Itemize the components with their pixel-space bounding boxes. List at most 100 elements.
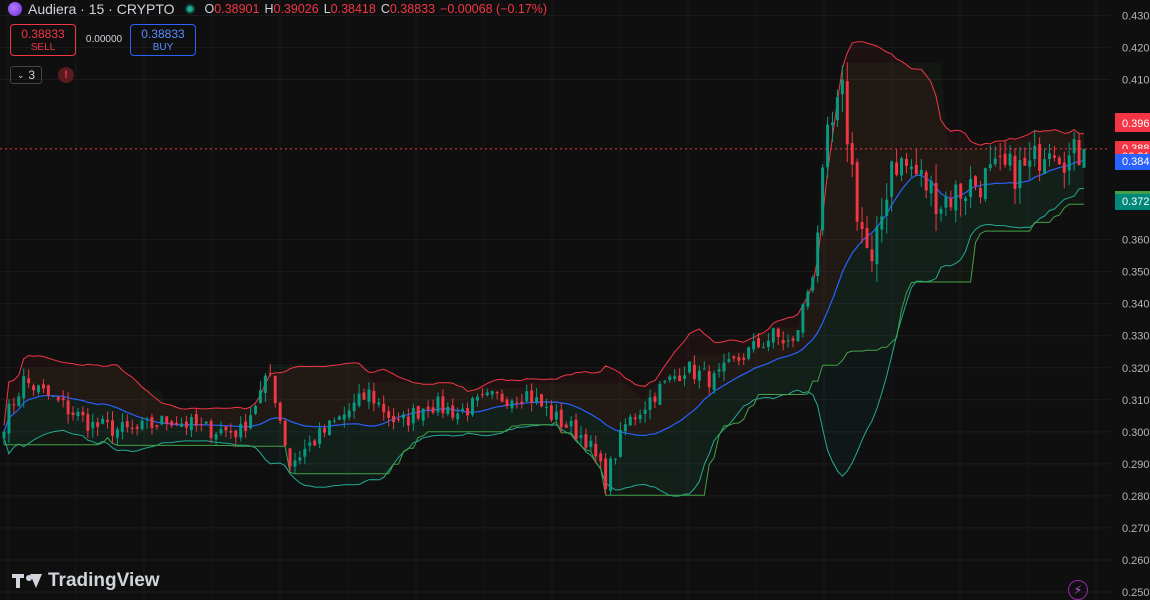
price-tag: 0.396 — [1115, 116, 1150, 133]
candle-body — [904, 158, 908, 166]
candle-body — [1013, 155, 1017, 189]
sell-button[interactable]: 0.38833 SELL — [10, 24, 76, 56]
candle-body — [91, 421, 95, 429]
candle-body — [86, 414, 90, 431]
candle-body — [120, 422, 124, 432]
candle-body — [209, 421, 213, 438]
candle-body — [589, 440, 593, 447]
candle-body — [101, 418, 105, 424]
y-tick-label: 0.270 — [1122, 523, 1150, 535]
lightning-icon[interactable]: ⚡ — [1068, 580, 1088, 600]
candle-body — [1003, 153, 1007, 165]
candle-body — [722, 362, 726, 372]
candle-body — [658, 383, 662, 405]
candle-body — [791, 338, 795, 341]
candle-body — [895, 162, 899, 175]
candle-body — [229, 431, 233, 433]
candle-body — [974, 176, 977, 186]
candle-body — [125, 421, 129, 428]
candle-body — [909, 166, 913, 170]
candle-body — [56, 396, 60, 401]
candle-body — [318, 428, 322, 445]
candle-body — [850, 143, 854, 165]
candle-body — [332, 420, 336, 422]
candle-body — [61, 397, 65, 401]
candle-body — [155, 425, 159, 427]
candle-body — [678, 375, 682, 382]
candle-body — [969, 179, 973, 197]
candle-body — [397, 419, 400, 421]
candle-body — [885, 199, 889, 216]
candle-body — [1072, 139, 1076, 154]
candle-body — [673, 376, 677, 379]
chevron-down-icon: ⌄ — [16, 69, 25, 80]
buy-button[interactable]: 0.38833 BUY — [130, 24, 196, 56]
sell-label: SELL — [30, 42, 56, 53]
candle-body — [431, 407, 435, 413]
candle-body — [993, 158, 997, 165]
candle-body — [638, 414, 642, 420]
candle-body — [283, 420, 287, 446]
candle-body — [27, 378, 31, 384]
grid-lines — [0, 0, 1110, 600]
candle-body — [145, 419, 149, 421]
candle-body — [2, 431, 6, 439]
candle-body — [352, 402, 356, 411]
candle-body — [1028, 160, 1032, 167]
candle-body — [535, 397, 539, 403]
candle-body — [387, 411, 391, 418]
y-tick-label: 0.330 — [1122, 331, 1150, 343]
candle-body — [12, 404, 16, 406]
candle-body — [870, 249, 874, 262]
price-change: −0.00068 (−0.17%) — [440, 2, 548, 16]
candle-body — [525, 391, 529, 402]
candle-body — [81, 411, 85, 416]
candle-body — [623, 424, 627, 432]
candle-body — [456, 413, 460, 420]
candle-body — [544, 406, 548, 408]
candle-body — [840, 79, 844, 95]
candle-body — [308, 442, 312, 446]
price-axis[interactable]: 0.430 0.420 0.410 0.360 0.350 0.340 0.330 0.320… — [1122, 10, 1150, 599]
candle-body — [924, 172, 928, 191]
candle-body — [752, 341, 756, 350]
candle-body — [742, 357, 746, 360]
candle-body — [446, 406, 450, 414]
candle-body — [37, 385, 40, 393]
candle-body — [653, 396, 657, 402]
candle-body — [337, 416, 341, 420]
candle-body — [816, 232, 820, 277]
symbol-title[interactable]: Audiera · 15 · CRYPTO — [28, 1, 175, 17]
candle-body — [900, 158, 904, 176]
candle-body — [998, 155, 1002, 157]
candle-body — [520, 401, 524, 404]
tradingview-logo[interactable]: TradingView — [12, 570, 160, 592]
candle-body — [614, 458, 617, 460]
candle-body — [796, 330, 800, 342]
candle-body — [515, 402, 519, 404]
candle-body — [1082, 148, 1086, 168]
candle-body — [490, 391, 494, 395]
candle-body — [160, 415, 164, 425]
price-tag: 0.372 — [1115, 193, 1150, 210]
candle-body — [510, 400, 514, 409]
brand-name: TradingView — [48, 570, 160, 591]
candle-body — [273, 375, 277, 404]
y-tick-label: 0.320 — [1122, 363, 1150, 375]
candle-body — [826, 124, 830, 168]
candle-body — [564, 424, 568, 428]
candle-body — [574, 419, 578, 440]
candle-body — [1077, 139, 1081, 165]
candle-body — [357, 393, 361, 406]
candle-body — [180, 423, 184, 427]
candle-body — [890, 161, 894, 197]
indicators-count: 3 — [28, 68, 36, 82]
candle-body — [1048, 153, 1051, 160]
candle-body — [604, 458, 608, 490]
alert-icon[interactable]: ! — [58, 67, 74, 83]
indicators-toggle[interactable]: ⌄ 3 — [10, 66, 42, 84]
candle-body — [786, 340, 790, 342]
basis-line — [3, 160, 1085, 437]
candle-body — [1038, 144, 1042, 171]
